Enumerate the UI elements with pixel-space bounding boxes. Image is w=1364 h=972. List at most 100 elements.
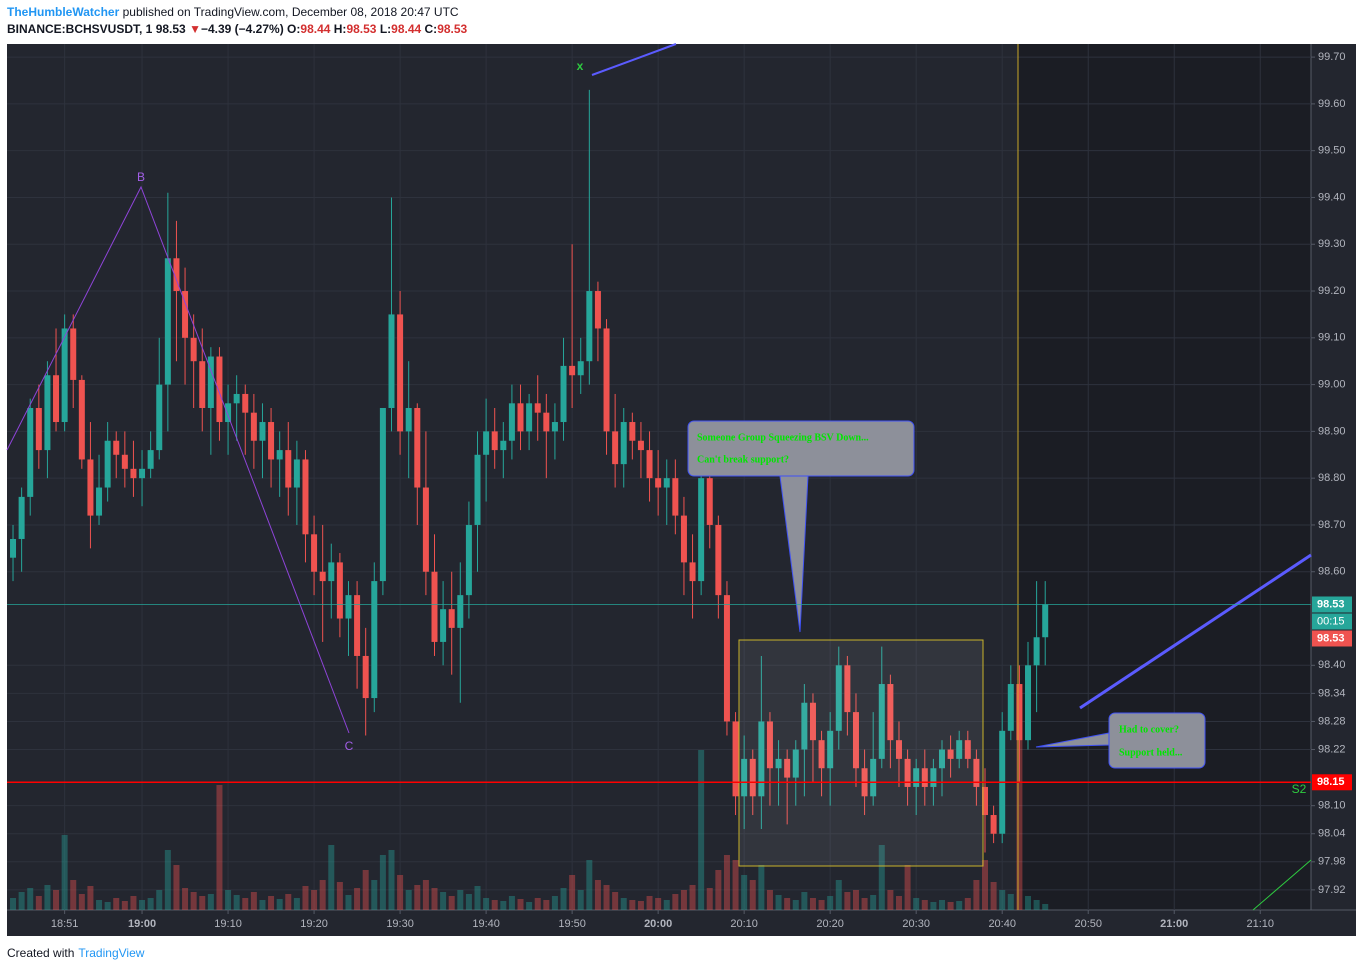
volume-bar: [612, 892, 619, 910]
candle-body: [27, 407, 34, 497]
candle-body: [207, 356, 214, 408]
volume-bar: [904, 865, 911, 910]
candle-body: [672, 478, 679, 516]
candle-body: [328, 562, 335, 582]
y-tick-label: 99.30: [1318, 238, 1346, 250]
candle-body: [1007, 684, 1014, 731]
candle-body: [422, 487, 429, 572]
volume-bar: [895, 896, 902, 910]
countdown-box: [1312, 613, 1352, 630]
y-tick-label: 98.60: [1318, 566, 1346, 578]
candle-body: [973, 758, 980, 787]
candle-body: [225, 403, 232, 423]
candle-body: [801, 702, 808, 750]
candle-body: [852, 712, 859, 769]
candle-body: [1025, 665, 1032, 741]
volume-bar: [852, 890, 859, 910]
candle-body: [18, 496, 25, 539]
volume-bar: [982, 860, 988, 910]
volume-bar: [749, 880, 756, 910]
trend-line: [1252, 859, 1312, 911]
volume-bar: [818, 900, 825, 910]
volume-bar: [113, 898, 120, 910]
candle-body: [130, 468, 137, 479]
drawings: Someone Group Squeezing BSV Down... Can'…: [6, 43, 1312, 911]
candle-body: [139, 468, 146, 479]
volume-bar: [302, 886, 309, 910]
volume-bar: [861, 898, 868, 910]
volume-bar: [199, 896, 206, 910]
candle-body: [414, 407, 421, 488]
y-tick-label: 97.92: [1318, 884, 1346, 896]
ohlc-label: H:: [333, 22, 347, 36]
ohlc-value: 98.44: [300, 22, 331, 36]
volume-bar: [362, 870, 369, 910]
candle-body: [792, 749, 799, 778]
volume-bar: [878, 845, 885, 910]
pivot-label: S2: [1292, 782, 1307, 796]
ohlc-value: 98.53: [437, 22, 468, 36]
volume-bar: [655, 898, 662, 910]
volume-bar: [242, 898, 249, 910]
price-label: 98.53: [1317, 632, 1345, 644]
volume-bar: [1007, 894, 1014, 910]
volume-bar: [586, 860, 593, 910]
volume-bar: [938, 900, 945, 910]
volume-bar: [405, 890, 412, 910]
y-tick-label: 98.70: [1318, 519, 1346, 531]
candle-body: [199, 361, 206, 408]
volume-bar: [663, 900, 670, 910]
axes: 99.70 99.60 99.50 99.40 99.30 99.20 99.10 99.00…: [7, 51, 1352, 930]
volume-bar: [732, 860, 739, 910]
y-tick-label: 98.04: [1318, 828, 1346, 840]
volume-bar: [233, 895, 240, 910]
callout-box: [687, 420, 915, 477]
future-region: [1018, 44, 1311, 910]
volume-bar: [637, 901, 644, 910]
volume-bar: [336, 882, 343, 910]
volume-bar: [526, 902, 533, 910]
candle-body: [268, 422, 275, 460]
candle-body: [182, 291, 189, 338]
volume-bar: [577, 890, 584, 910]
candle-body: [483, 431, 490, 455]
candle-body: [784, 758, 791, 778]
volume-bar: [465, 894, 472, 910]
candle-body: [354, 595, 361, 656]
volume-bar: [293, 898, 300, 910]
volume-bar: [379, 855, 386, 910]
volume-bar: [87, 886, 94, 910]
volume-bar: [147, 898, 154, 910]
x-tick-label: 19:30: [386, 918, 414, 930]
candle-body: [551, 422, 558, 432]
candle-body: [913, 768, 920, 787]
candle-body: [173, 258, 180, 292]
x-tick-label: 20:20: [816, 918, 844, 930]
volume-bar: [207, 894, 214, 910]
candle-body: [156, 384, 163, 451]
brand[interactable]: TradingView: [78, 946, 145, 960]
volume-bar: [913, 898, 920, 910]
candle-body: [405, 407, 412, 432]
candle-body: [53, 375, 60, 423]
volume-bar: [173, 865, 180, 910]
candle-body: [1016, 684, 1023, 741]
x-tick-label: 19:10: [214, 918, 242, 930]
pattern-label: B: [137, 170, 145, 184]
y-tick-label: 99.70: [1318, 51, 1346, 63]
candle-body: [577, 361, 584, 376]
candle-body: [87, 459, 94, 516]
volume-bar: [758, 865, 765, 910]
candle-body: [10, 538, 17, 558]
volume-bar: [964, 898, 971, 910]
candle-body: [233, 393, 240, 404]
price-label: 98.15: [1317, 776, 1345, 788]
candle-body: [96, 487, 103, 516]
volume-bar: [947, 902, 954, 910]
candle-body: [930, 768, 937, 787]
candle-body: [878, 684, 885, 759]
candle-body: [147, 450, 154, 469]
candle-body: [706, 478, 713, 525]
candle-body: [741, 758, 748, 797]
candle-body: [809, 702, 816, 741]
